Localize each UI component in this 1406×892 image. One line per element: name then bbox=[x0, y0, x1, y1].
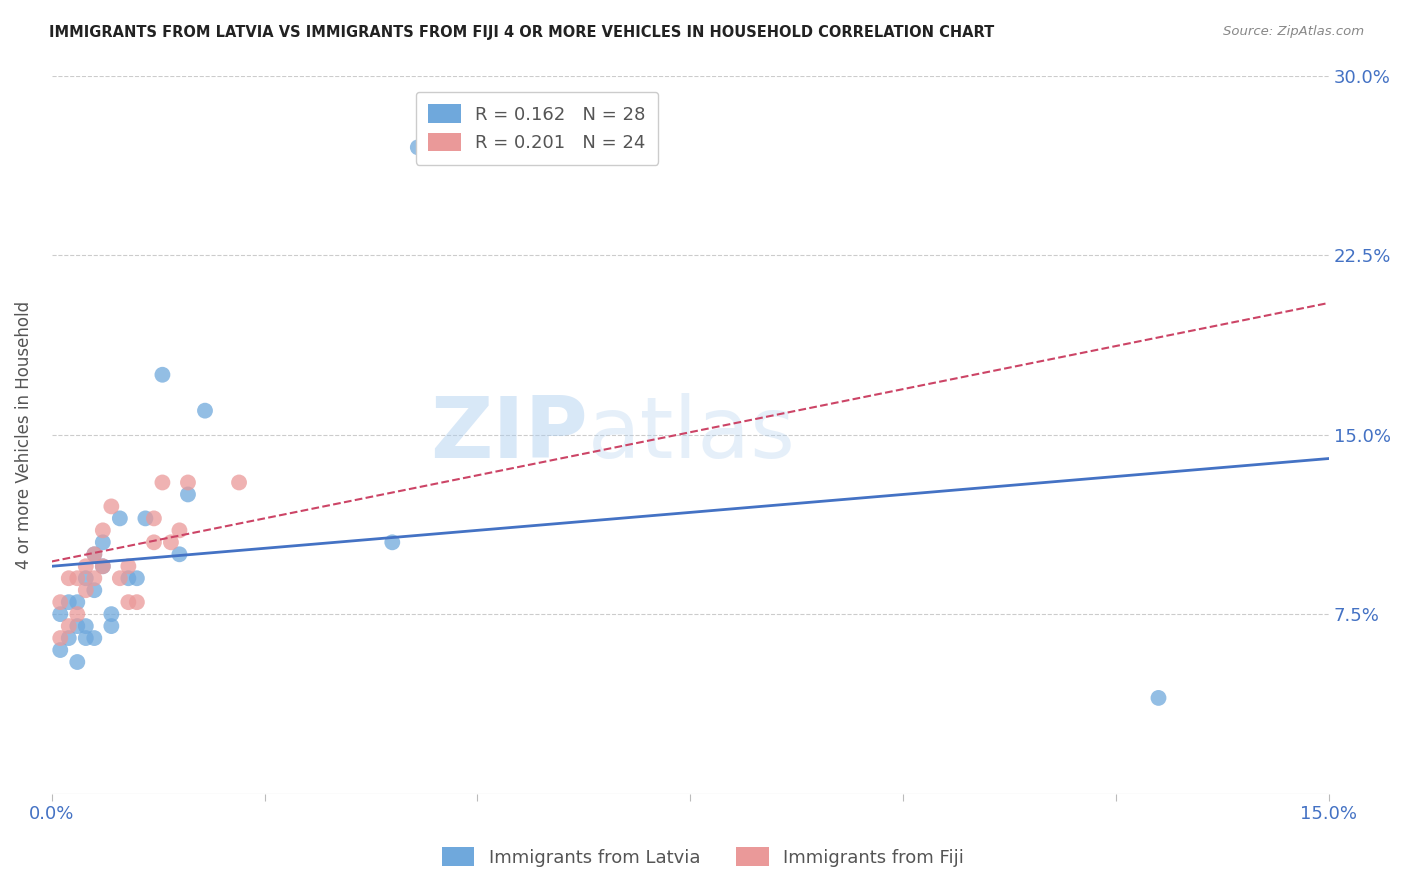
Point bbox=[152, 368, 174, 382]
Point bbox=[117, 595, 139, 609]
Point bbox=[152, 475, 174, 490]
Point bbox=[228, 475, 250, 490]
Point bbox=[125, 595, 148, 609]
Point bbox=[83, 547, 105, 561]
Point bbox=[49, 631, 72, 645]
Legend: Immigrants from Latvia, Immigrants from Fiji: Immigrants from Latvia, Immigrants from … bbox=[434, 840, 972, 874]
Legend: R = 0.162   N = 28, R = 0.201   N = 24: R = 0.162 N = 28, R = 0.201 N = 24 bbox=[416, 92, 658, 165]
Point bbox=[117, 559, 139, 574]
Point bbox=[177, 487, 200, 501]
Point bbox=[58, 571, 80, 585]
Point bbox=[142, 511, 165, 525]
Point bbox=[75, 571, 97, 585]
Text: IMMIGRANTS FROM LATVIA VS IMMIGRANTS FROM FIJI 4 OR MORE VEHICLES IN HOUSEHOLD C: IMMIGRANTS FROM LATVIA VS IMMIGRANTS FRO… bbox=[49, 25, 994, 40]
Point bbox=[100, 619, 122, 633]
Point bbox=[169, 524, 191, 538]
Text: Source: ZipAtlas.com: Source: ZipAtlas.com bbox=[1223, 25, 1364, 38]
Point bbox=[406, 140, 429, 154]
Y-axis label: 4 or more Vehicles in Household: 4 or more Vehicles in Household bbox=[15, 301, 32, 569]
Point bbox=[160, 535, 183, 549]
Point bbox=[91, 559, 114, 574]
Point bbox=[169, 547, 191, 561]
Point bbox=[75, 559, 97, 574]
Point bbox=[66, 595, 89, 609]
Text: ZIP: ZIP bbox=[430, 393, 588, 476]
Point bbox=[49, 643, 72, 657]
Point bbox=[66, 619, 89, 633]
Point bbox=[91, 535, 114, 549]
Point bbox=[58, 595, 80, 609]
Point bbox=[49, 607, 72, 621]
Point bbox=[194, 403, 217, 417]
Point bbox=[83, 631, 105, 645]
Point bbox=[66, 607, 89, 621]
Point bbox=[58, 619, 80, 633]
Point bbox=[66, 571, 89, 585]
Point bbox=[49, 595, 72, 609]
Point bbox=[1147, 690, 1170, 705]
Point bbox=[83, 571, 105, 585]
Point bbox=[75, 583, 97, 598]
Point bbox=[66, 655, 89, 669]
Text: atlas: atlas bbox=[588, 393, 796, 476]
Point bbox=[125, 571, 148, 585]
Point bbox=[117, 571, 139, 585]
Point bbox=[108, 511, 131, 525]
Point bbox=[58, 631, 80, 645]
Point bbox=[100, 607, 122, 621]
Point bbox=[83, 547, 105, 561]
Point bbox=[75, 631, 97, 645]
Point bbox=[91, 524, 114, 538]
Point bbox=[83, 583, 105, 598]
Point bbox=[75, 619, 97, 633]
Point bbox=[91, 559, 114, 574]
Point bbox=[108, 571, 131, 585]
Point bbox=[381, 535, 404, 549]
Point bbox=[142, 535, 165, 549]
Point bbox=[100, 500, 122, 514]
Point bbox=[134, 511, 156, 525]
Point bbox=[177, 475, 200, 490]
